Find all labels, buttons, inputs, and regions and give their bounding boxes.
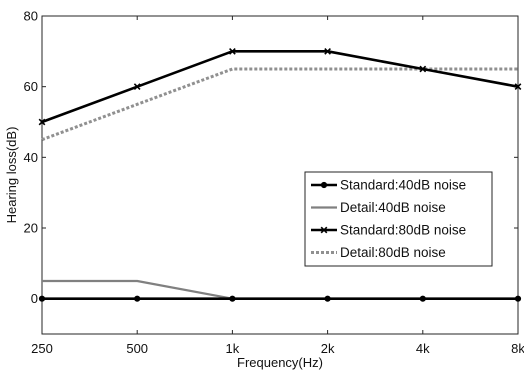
x-tick-label: 4k bbox=[416, 341, 430, 356]
data-point bbox=[133, 83, 141, 91]
series-3 bbox=[41, 67, 518, 142]
legend-label: Standard:80dB noise bbox=[340, 223, 466, 238]
y-tick-label: 60 bbox=[24, 79, 38, 94]
data-point bbox=[229, 295, 236, 302]
series-line bbox=[41, 50, 519, 124]
data-point bbox=[514, 295, 522, 302]
x-tick-label: 1k bbox=[226, 341, 240, 356]
legend-item: Detail:40dB noise bbox=[311, 200, 446, 215]
x-marker-stroke bbox=[38, 118, 46, 126]
data-point bbox=[324, 295, 331, 302]
legend-label: Detail:40dB noise bbox=[340, 200, 446, 215]
data-point bbox=[229, 47, 236, 55]
x-tick-label: 8k bbox=[511, 341, 524, 356]
legend-box bbox=[304, 171, 493, 267]
legend-marker bbox=[320, 226, 328, 234]
y-axis-title: Hearing loss(dB) bbox=[4, 127, 19, 224]
x-axis-title: Frequency(Hz) bbox=[237, 355, 323, 370]
legend-marker bbox=[320, 181, 328, 189]
legend-item: Detail:80dB noise bbox=[311, 245, 446, 260]
x-marker-stroke bbox=[229, 47, 236, 55]
data-point bbox=[419, 65, 427, 73]
x-tick-label: 2k bbox=[321, 341, 335, 356]
x-tick-label: 250 bbox=[31, 341, 53, 356]
y-tick-label: 80 bbox=[24, 9, 38, 24]
data-point bbox=[514, 83, 522, 91]
series-line bbox=[41, 67, 518, 142]
y-tick-label: 40 bbox=[24, 150, 38, 165]
data-point bbox=[134, 295, 141, 302]
data-point bbox=[324, 47, 331, 55]
legend: Standard:40dB noise Detail:40dB noise Stan… bbox=[304, 171, 493, 267]
data-point bbox=[419, 295, 426, 302]
y-tick-label: 20 bbox=[24, 221, 38, 236]
x-marker-stroke bbox=[320, 226, 328, 234]
legend-label: Detail:80dB noise bbox=[340, 245, 446, 260]
series-2 bbox=[38, 47, 522, 126]
x-marker-stroke bbox=[419, 65, 427, 73]
x-tick-label: 500 bbox=[126, 341, 148, 356]
x-marker-stroke bbox=[514, 83, 522, 91]
series-0 bbox=[38, 295, 522, 302]
data-point bbox=[38, 118, 46, 126]
legend-item: Standard:40dB noise bbox=[311, 178, 466, 193]
series-layer bbox=[38, 47, 522, 302]
y-tick-label: 0 bbox=[31, 291, 38, 306]
x-axis-ticks: 250 500 1k 2k 4k 8k bbox=[31, 16, 524, 356]
legend-label: Standard:40dB noise bbox=[340, 178, 466, 193]
x-marker-stroke bbox=[324, 47, 331, 55]
x-marker-stroke bbox=[133, 83, 141, 91]
data-point bbox=[38, 295, 46, 302]
legend-item: Standard:80dB noise bbox=[311, 223, 466, 238]
